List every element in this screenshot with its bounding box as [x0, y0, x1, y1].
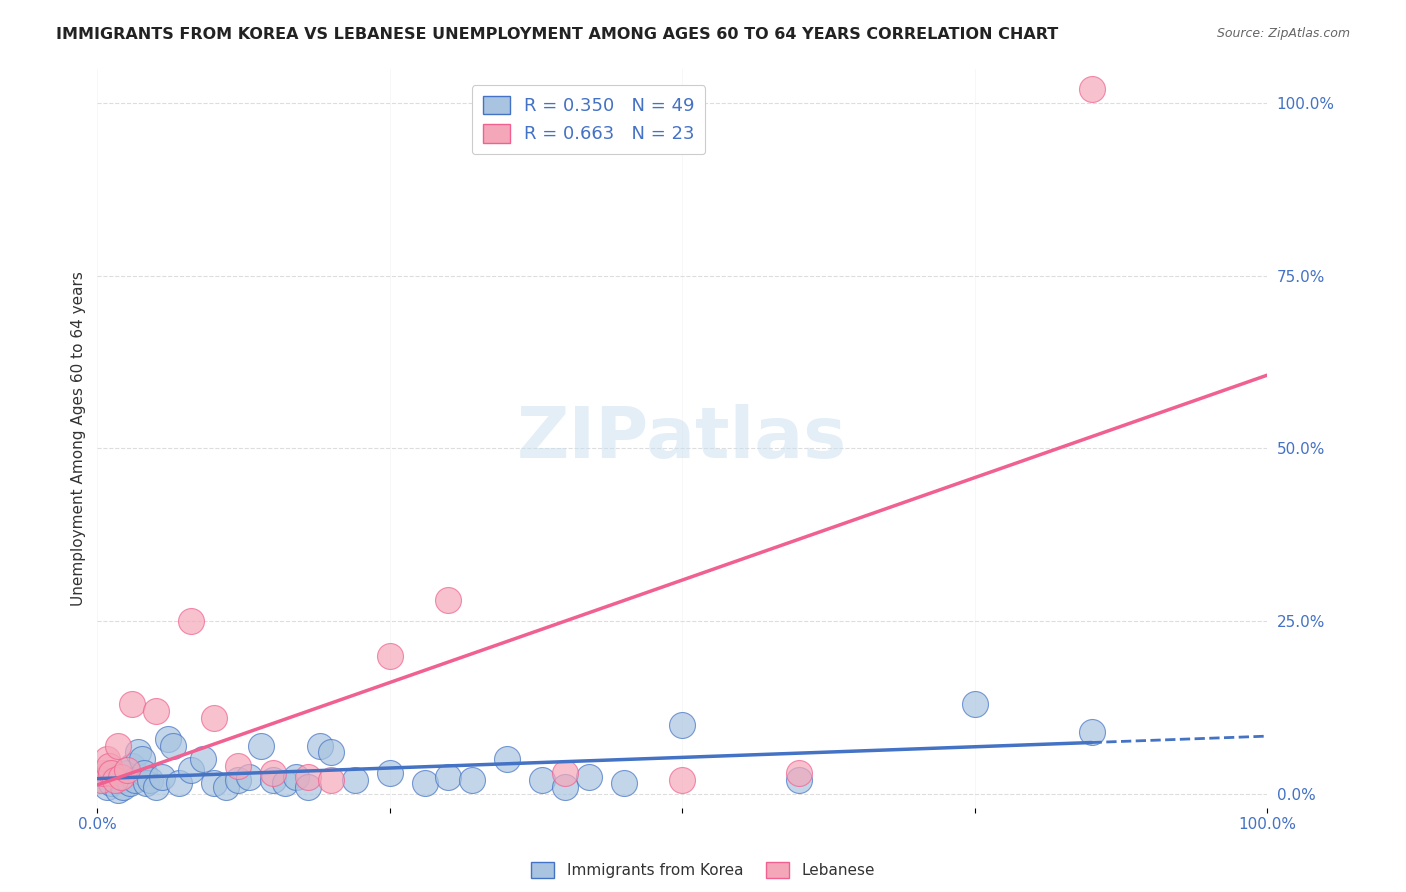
Point [124, 772, 146, 787]
Point [145, 780, 167, 794]
Point [285, 770, 308, 784]
Point [297, 770, 319, 784]
Point [162, 739, 184, 753]
Point [107, 739, 129, 753]
Point [104, 772, 127, 787]
Point [273, 776, 295, 790]
Point [202, 711, 225, 725]
Point [156, 731, 179, 746]
Point [180, 614, 202, 628]
Point [96, 780, 118, 794]
Point [437, 770, 460, 784]
Point [202, 776, 225, 790]
Legend: R = 0.350   N = 49, R = 0.663   N = 23: R = 0.350 N = 49, R = 0.663 N = 23 [472, 85, 706, 154]
Point [671, 718, 693, 732]
Point [91, 772, 114, 787]
Text: ZIPatlas: ZIPatlas [517, 403, 848, 473]
Point [104, 770, 127, 784]
Point [100, 776, 122, 790]
Point [321, 746, 343, 760]
Point [115, 766, 138, 780]
Point [107, 783, 129, 797]
Point [963, 697, 986, 711]
Point [308, 739, 330, 753]
Point [90, 772, 112, 787]
Point [98, 759, 121, 773]
Point [167, 776, 190, 790]
Point [91, 766, 114, 780]
Point [530, 772, 553, 787]
Point [134, 766, 156, 780]
Point [250, 739, 273, 753]
Point [110, 770, 132, 784]
Point [120, 776, 142, 790]
Y-axis label: Unemployment Among Ages 60 to 64 years: Unemployment Among Ages 60 to 64 years [72, 270, 86, 606]
Point [96, 752, 118, 766]
Point [121, 759, 143, 773]
Point [787, 766, 810, 780]
Point [613, 776, 636, 790]
Point [262, 766, 284, 780]
Point [297, 780, 319, 794]
Point [554, 766, 576, 780]
Point [215, 780, 238, 794]
Text: IMMIGRANTS FROM KOREA VS LEBANESE UNEMPLOYMENT AMONG AGES 60 TO 64 YEARS CORRELA: IMMIGRANTS FROM KOREA VS LEBANESE UNEMPL… [56, 27, 1059, 42]
Point [378, 648, 401, 663]
Point [98, 766, 121, 780]
Point [110, 772, 132, 787]
Point [1080, 724, 1102, 739]
Point [100, 766, 122, 780]
Point [112, 780, 135, 794]
Point [115, 763, 138, 777]
Point [671, 772, 693, 787]
Legend: Immigrants from Korea, Lebanese: Immigrants from Korea, Lebanese [526, 856, 880, 884]
Point [787, 772, 810, 787]
Point [413, 776, 436, 790]
Point [262, 772, 284, 787]
Point [343, 772, 366, 787]
Point [131, 752, 153, 766]
Point [460, 772, 482, 787]
Point [135, 776, 157, 790]
Point [554, 780, 576, 794]
Point [139, 772, 162, 787]
Point [191, 752, 214, 766]
Point [378, 766, 401, 780]
Point [238, 770, 260, 784]
Point [226, 772, 249, 787]
Point [495, 752, 517, 766]
Point [121, 697, 143, 711]
Point [578, 770, 600, 784]
Point [321, 772, 343, 787]
Point [180, 763, 202, 777]
Point [1080, 82, 1102, 96]
Point [437, 593, 460, 607]
Point [226, 759, 249, 773]
Point [145, 704, 167, 718]
Point [150, 770, 173, 784]
Text: Source: ZipAtlas.com: Source: ZipAtlas.com [1216, 27, 1350, 40]
Point [127, 746, 149, 760]
